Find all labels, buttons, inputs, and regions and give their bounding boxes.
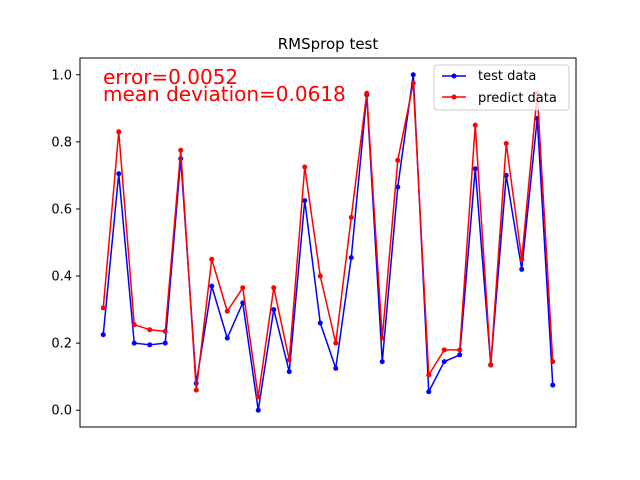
data-point-predict-data bbox=[224, 308, 230, 314]
legend-label-test-data: test data bbox=[478, 69, 536, 84]
data-point-test-data bbox=[255, 407, 261, 413]
data-point-predict-data bbox=[550, 359, 556, 365]
data-point-test-data bbox=[209, 283, 215, 289]
data-point-test-data bbox=[426, 389, 432, 395]
legend-marker-test-data bbox=[451, 73, 457, 79]
data-point-predict-data bbox=[503, 141, 509, 147]
data-point-predict-data bbox=[441, 347, 447, 353]
data-point-predict-data bbox=[178, 147, 184, 153]
data-point-test-data bbox=[348, 255, 354, 261]
data-point-test-data bbox=[410, 72, 416, 78]
y-tick-label: 0.8 bbox=[51, 135, 72, 150]
plot-frame bbox=[79, 57, 577, 428]
data-point-test-data bbox=[550, 382, 556, 388]
data-point-test-data bbox=[457, 352, 463, 358]
data-point-predict-data bbox=[379, 335, 385, 341]
series-layer bbox=[100, 72, 556, 413]
data-point-test-data bbox=[503, 172, 509, 178]
data-point-predict-data bbox=[472, 122, 478, 128]
data-point-predict-data bbox=[302, 164, 308, 170]
data-point-test-data bbox=[162, 340, 168, 346]
data-point-test-data bbox=[379, 359, 385, 365]
series-line-predict-data bbox=[102, 82, 554, 398]
data-point-predict-data bbox=[286, 357, 292, 363]
data-point-predict-data bbox=[147, 327, 153, 333]
data-point-predict-data bbox=[426, 372, 432, 378]
data-point-test-data bbox=[472, 166, 478, 172]
data-point-test-data bbox=[317, 320, 323, 326]
data-point-predict-data bbox=[488, 362, 494, 368]
data-point-test-data bbox=[224, 335, 230, 341]
y-tick-label: 0.2 bbox=[51, 337, 72, 352]
data-point-test-data bbox=[131, 340, 137, 346]
data-point-predict-data bbox=[193, 387, 199, 393]
y-tick-label: 0.4 bbox=[51, 270, 72, 285]
series-line-test-data bbox=[102, 74, 554, 411]
data-point-test-data bbox=[519, 266, 525, 272]
y-axis: 0.0 0.2 0.4 0.6 0.8 1.0 bbox=[51, 68, 80, 419]
data-point-test-data bbox=[271, 307, 277, 313]
data-point-predict-data bbox=[116, 129, 122, 135]
y-tick-label: 0.0 bbox=[51, 404, 72, 419]
data-point-predict-data bbox=[131, 322, 137, 328]
data-point-predict-data bbox=[395, 157, 401, 163]
data-point-test-data bbox=[333, 365, 339, 371]
data-point-test-data bbox=[100, 332, 106, 338]
y-tick-label: 1.0 bbox=[51, 68, 72, 83]
data-point-predict-data bbox=[348, 214, 354, 220]
data-point-predict-data bbox=[410, 80, 416, 86]
legend: test data predict data bbox=[433, 64, 570, 111]
data-point-test-data bbox=[286, 369, 292, 375]
chart-title: RMSprop test bbox=[278, 35, 379, 53]
data-point-predict-data bbox=[162, 328, 168, 334]
data-point-predict-data bbox=[271, 285, 277, 291]
data-point-predict-data bbox=[364, 90, 370, 96]
data-point-predict-data bbox=[457, 347, 463, 353]
data-point-predict-data bbox=[255, 394, 261, 400]
data-point-predict-data bbox=[240, 285, 246, 291]
data-point-predict-data bbox=[100, 305, 106, 311]
legend-marker-predict-data bbox=[451, 94, 457, 100]
data-point-predict-data bbox=[333, 340, 339, 346]
data-point-test-data bbox=[116, 171, 122, 177]
data-point-test-data bbox=[302, 198, 308, 204]
data-point-test-data bbox=[441, 359, 447, 365]
mean-deviation-annotation: mean deviation=0.0618 bbox=[103, 82, 346, 106]
legend-box bbox=[433, 64, 570, 111]
data-point-predict-data bbox=[519, 256, 525, 262]
legend-label-predict-data: predict data bbox=[478, 91, 557, 106]
data-point-predict-data bbox=[209, 256, 215, 262]
data-point-test-data bbox=[395, 184, 401, 190]
data-point-predict-data bbox=[317, 273, 323, 279]
error-annotation: error=0.0052 bbox=[103, 65, 238, 89]
y-tick-label: 0.6 bbox=[51, 202, 72, 217]
data-point-test-data bbox=[147, 342, 153, 348]
